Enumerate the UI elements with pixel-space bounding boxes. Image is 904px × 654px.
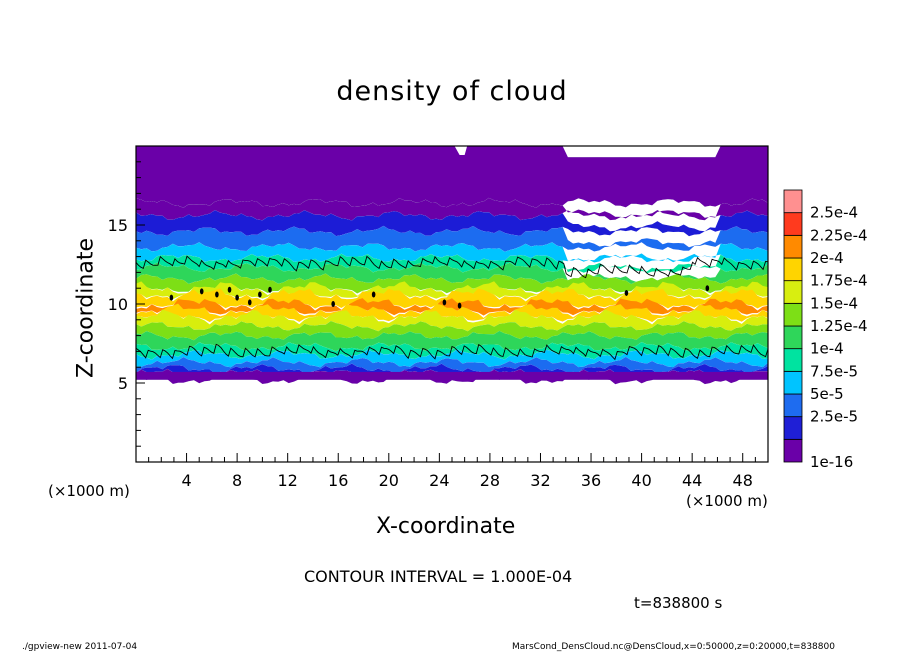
density-maxima xyxy=(169,146,710,309)
colorbar-label: 1.5e-4 xyxy=(810,294,858,312)
density-band xyxy=(136,356,768,374)
density-band xyxy=(136,242,768,263)
colorbar-label: 2.5e-4 xyxy=(810,204,858,222)
x-tick-label: 8 xyxy=(232,471,242,490)
density-maximum-spot xyxy=(371,291,376,298)
colorbar-swatch xyxy=(783,348,803,372)
density-field xyxy=(136,146,768,385)
footer-data-source: MarsCond_DensCloud.nc@DensCloud,x=0:5000… xyxy=(512,642,835,652)
density-maximum-spot xyxy=(247,299,252,306)
time-label: t=838800 s xyxy=(634,594,723,612)
x-axis-unit-left: (×1000 m) xyxy=(48,482,130,500)
density-band xyxy=(136,298,768,316)
colorbar-label: 5e-5 xyxy=(810,385,844,403)
density-band xyxy=(136,273,768,294)
y-axis-label: Z-coordinate xyxy=(66,228,106,388)
y-tick-label: 15 xyxy=(108,216,128,235)
colorbar-label: 1.75e-4 xyxy=(810,272,868,290)
density-maximum-spot xyxy=(268,286,272,293)
colorbar-swatch xyxy=(783,257,803,282)
colorbar-label: 2.5e-5 xyxy=(810,408,858,426)
y-tick-label: 5 xyxy=(118,374,128,393)
x-axis-unit-right: (×1000 m) xyxy=(686,492,768,510)
density-band xyxy=(136,281,768,300)
colorbar-swatch xyxy=(783,212,803,236)
density-band xyxy=(136,225,768,252)
density-maximum-spot xyxy=(258,291,262,298)
density-maximum-spot xyxy=(215,291,219,298)
density-maximum-spot xyxy=(227,286,232,293)
colorbar-swatch xyxy=(783,393,803,418)
colorbar-label: 1e-4 xyxy=(810,340,844,358)
colorbar-label: 2e-4 xyxy=(810,249,844,267)
x-tick-label: 28 xyxy=(480,471,500,490)
density-base-strip xyxy=(136,371,768,380)
footer-program-date: ./gpview-new 2011-07-04 xyxy=(22,642,138,652)
density-band xyxy=(136,309,768,332)
colorbar-label: 7.5e-5 xyxy=(810,362,858,380)
colorbar-swatch xyxy=(783,280,803,304)
contour-line-upper xyxy=(136,255,768,279)
colorbar-label: 2.25e-4 xyxy=(810,226,868,244)
density-maximum-spot xyxy=(169,294,174,301)
colorbar-label: 1e-16 xyxy=(810,453,853,471)
density-maximum-spot xyxy=(442,299,447,306)
colorbar-swatch xyxy=(783,189,803,214)
x-axis-label-text: X-coordinate xyxy=(376,514,516,539)
density-band xyxy=(136,146,768,208)
density-band xyxy=(136,197,768,221)
x-tick-label: 44 xyxy=(682,471,702,490)
density-band xyxy=(136,210,768,237)
colorbar-swatch xyxy=(783,325,803,350)
density-band xyxy=(136,342,768,360)
x-tick-label: 4 xyxy=(181,471,191,490)
density-band xyxy=(136,262,768,285)
y-axis: 5 10 15 xyxy=(108,161,145,447)
density-maximum-spot xyxy=(457,302,462,309)
colorbar-swatch xyxy=(783,302,803,327)
colorbar-label: 1.25e-4 xyxy=(810,317,868,335)
colorbar-swatch xyxy=(783,234,803,259)
chart-title: density of cloud xyxy=(336,76,568,107)
x-tick-label: 48 xyxy=(733,471,753,490)
density-band xyxy=(136,349,768,368)
x-tick-label: 40 xyxy=(631,471,651,490)
plot-area xyxy=(136,146,768,462)
density-band xyxy=(136,321,768,341)
contour-interval-text: CONTOUR INTERVAL = 1.000E-04 xyxy=(304,567,573,586)
density-maximum-spot xyxy=(705,285,710,292)
colorbar: 1e-16 2.5e-5 5e-5 7.5e-5 1e-4 1.25e-4 1.5e-4 1.… xyxy=(783,189,868,471)
y-axis-label-text: Z-coordinate xyxy=(73,238,99,378)
colorbar-swatch xyxy=(783,370,803,395)
density-maximum-spot xyxy=(331,301,335,307)
x-tick-label: 36 xyxy=(581,471,601,490)
missing-data-notch xyxy=(454,146,468,155)
x-tick-label: 12 xyxy=(278,471,298,490)
density-maximum-spot xyxy=(624,289,629,296)
density-maximum-spot xyxy=(235,294,239,301)
x-axis: 4 8 12 16 20 24 28 32 36 40 44 48 xyxy=(148,453,756,490)
x-tick-label: 20 xyxy=(379,471,399,490)
x-tick-label: 32 xyxy=(530,471,550,490)
density-band xyxy=(136,330,768,352)
density-maximum-spot xyxy=(199,288,204,295)
density-band xyxy=(136,303,768,323)
contour-line-lower xyxy=(136,343,768,361)
x-tick-label: 16 xyxy=(328,471,348,490)
y-tick-label: 10 xyxy=(108,295,128,314)
x-tick-label: 24 xyxy=(429,471,449,490)
colorbar-swatch xyxy=(783,416,803,440)
colorbar-swatch xyxy=(783,438,803,463)
